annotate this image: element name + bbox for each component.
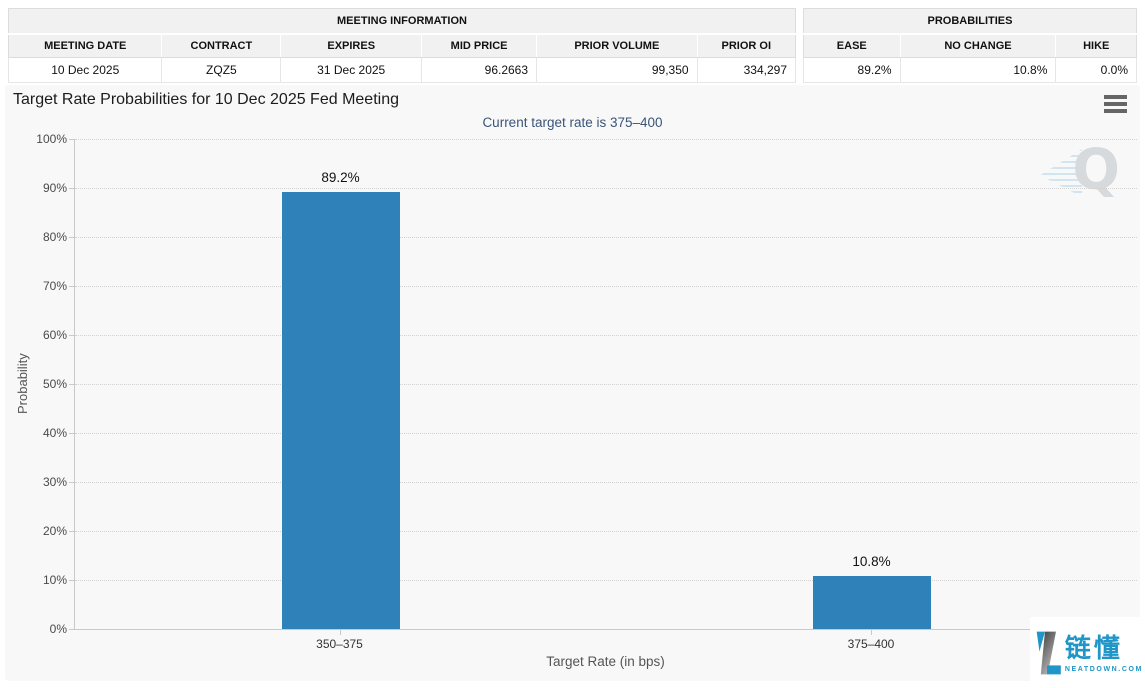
y-tick-label: 0% xyxy=(49,622,67,636)
gridline xyxy=(75,384,1137,385)
col-prior-oi: PRIOR OI xyxy=(696,33,797,58)
hamburger-icon xyxy=(1104,102,1127,106)
target-rate-chart: Target Rate Probabilities for 10 Dec 202… xyxy=(5,85,1140,681)
y-tick-label: 80% xyxy=(42,230,67,244)
y-tick-mark xyxy=(69,139,74,140)
meeting-information-title: MEETING INFORMATION xyxy=(8,8,796,35)
x-category-label: 375–400 xyxy=(847,637,895,651)
plot-area: 89.2% 10.8% xyxy=(74,139,1137,629)
category-slot: 89.2% xyxy=(75,139,606,629)
hamburger-icon xyxy=(1104,95,1127,99)
col-mid-price: MID PRICE xyxy=(421,33,538,58)
neatdown-cn-text: 链懂 xyxy=(1064,632,1123,663)
bar-value-label: 10.8% xyxy=(852,554,891,570)
col-prior-volume: PRIOR VOLUME xyxy=(536,33,698,58)
y-tick-mark xyxy=(69,629,74,630)
gridline xyxy=(75,139,1137,140)
quikstrike-watermark: Q xyxy=(1040,141,1120,205)
hamburger-icon xyxy=(1104,109,1127,113)
neatdown-l-icon xyxy=(1036,631,1061,674)
gridline xyxy=(75,286,1137,287)
y-tick-label: 30% xyxy=(42,475,67,489)
gridline xyxy=(75,188,1137,189)
col-expires: EXPIRES xyxy=(280,33,423,58)
probabilities-title: PROBABILITIES xyxy=(803,8,1137,35)
probabilities-data-row: 89.2% 10.8% 0.0% xyxy=(803,57,1137,83)
x-category-label: 350–375 xyxy=(316,637,363,651)
expires-value: 31 Dec 2025 xyxy=(280,57,423,83)
y-tick-mark xyxy=(69,433,74,434)
neatdown-domain-text: NEATDOWN.COM xyxy=(1064,665,1143,673)
bar-value-label: 89.2% xyxy=(321,169,360,185)
probability-bar-375–400[interactable]: 10.8% xyxy=(812,554,931,629)
y-tick-label: 10% xyxy=(42,573,67,587)
gridline xyxy=(75,335,1137,336)
col-no-change: NO CHANGE xyxy=(899,33,1057,58)
y-tick-label: 60% xyxy=(42,328,67,342)
y-tick-label: 90% xyxy=(42,181,67,195)
gridline xyxy=(75,580,1137,581)
x-tick-mark xyxy=(339,630,341,635)
y-tick-label: 70% xyxy=(42,279,67,293)
x-axis-title: Target Rate (in bps) xyxy=(546,654,665,669)
y-tick-mark xyxy=(69,188,74,189)
prior-oi-value: 334,297 xyxy=(696,57,797,83)
category-slot: 10.8% xyxy=(606,139,1137,629)
gridline xyxy=(75,531,1137,532)
y-tick-label: 50% xyxy=(42,377,67,391)
y-tick-mark xyxy=(69,531,74,532)
x-axis-line xyxy=(74,629,1140,630)
neatdown-logo: 链懂 NEATDOWN.COM xyxy=(1030,617,1145,688)
gridline xyxy=(75,482,1137,483)
no-change-value: 10.8% xyxy=(899,57,1057,83)
y-tick-mark xyxy=(69,237,74,238)
probability-bar-350–375[interactable]: 89.2% xyxy=(281,170,400,629)
gridline xyxy=(75,433,1137,434)
y-tick-mark xyxy=(69,384,74,385)
col-ease: EASE xyxy=(803,33,901,58)
chart-subtitle: Current target rate is 375–400 xyxy=(482,115,663,130)
watermark-q-letter: Q xyxy=(1072,138,1120,203)
meeting-date-value: 10 Dec 2025 xyxy=(7,57,163,83)
x-tick-mark xyxy=(871,630,873,635)
y-tick-label: 40% xyxy=(42,426,67,440)
y-tick-label: 100% xyxy=(36,132,67,146)
col-contract: CONTRACT xyxy=(161,33,282,58)
y-tick-mark xyxy=(69,335,74,336)
contract-value: ZQZ5 xyxy=(161,57,282,83)
chart-title: Target Rate Probabilities for 10 Dec 202… xyxy=(13,91,399,108)
y-tick-mark xyxy=(69,286,74,287)
prior-volume-value: 99,350 xyxy=(536,57,698,83)
meeting-information-table: MEETING INFORMATION MEETING DATE CONTRAC… xyxy=(7,8,797,83)
col-hike: HIKE xyxy=(1055,33,1137,58)
ease-value: 89.2% xyxy=(803,57,901,83)
meeting-information-data-row: 10 Dec 2025 ZQZ5 31 Dec 2025 96.2663 99,… xyxy=(7,57,797,83)
chart-menu-button[interactable] xyxy=(1104,95,1127,113)
hike-value: 0.0% xyxy=(1055,57,1137,83)
col-meeting-date: MEETING DATE xyxy=(7,33,163,58)
y-tick-label: 20% xyxy=(42,524,67,538)
probabilities-table: PROBABILITIES EASE NO CHANGE HIKE 89.2% … xyxy=(803,8,1137,83)
y-tick-mark xyxy=(69,482,74,483)
probabilities-header-row: EASE NO CHANGE HIKE xyxy=(803,33,1137,58)
mid-price-value: 96.2663 xyxy=(421,57,538,83)
y-tick-mark xyxy=(69,580,74,581)
meeting-information-header-row: MEETING DATE CONTRACT EXPIRES MID PRICE … xyxy=(7,33,797,58)
gridline xyxy=(75,237,1137,238)
